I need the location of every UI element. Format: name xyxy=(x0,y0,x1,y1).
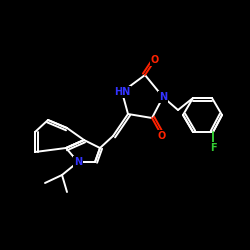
Text: O: O xyxy=(158,131,166,141)
Text: O: O xyxy=(151,55,159,65)
Text: N: N xyxy=(74,157,82,167)
Text: F: F xyxy=(210,143,216,153)
Text: N: N xyxy=(159,92,167,102)
Text: HN: HN xyxy=(114,87,130,97)
